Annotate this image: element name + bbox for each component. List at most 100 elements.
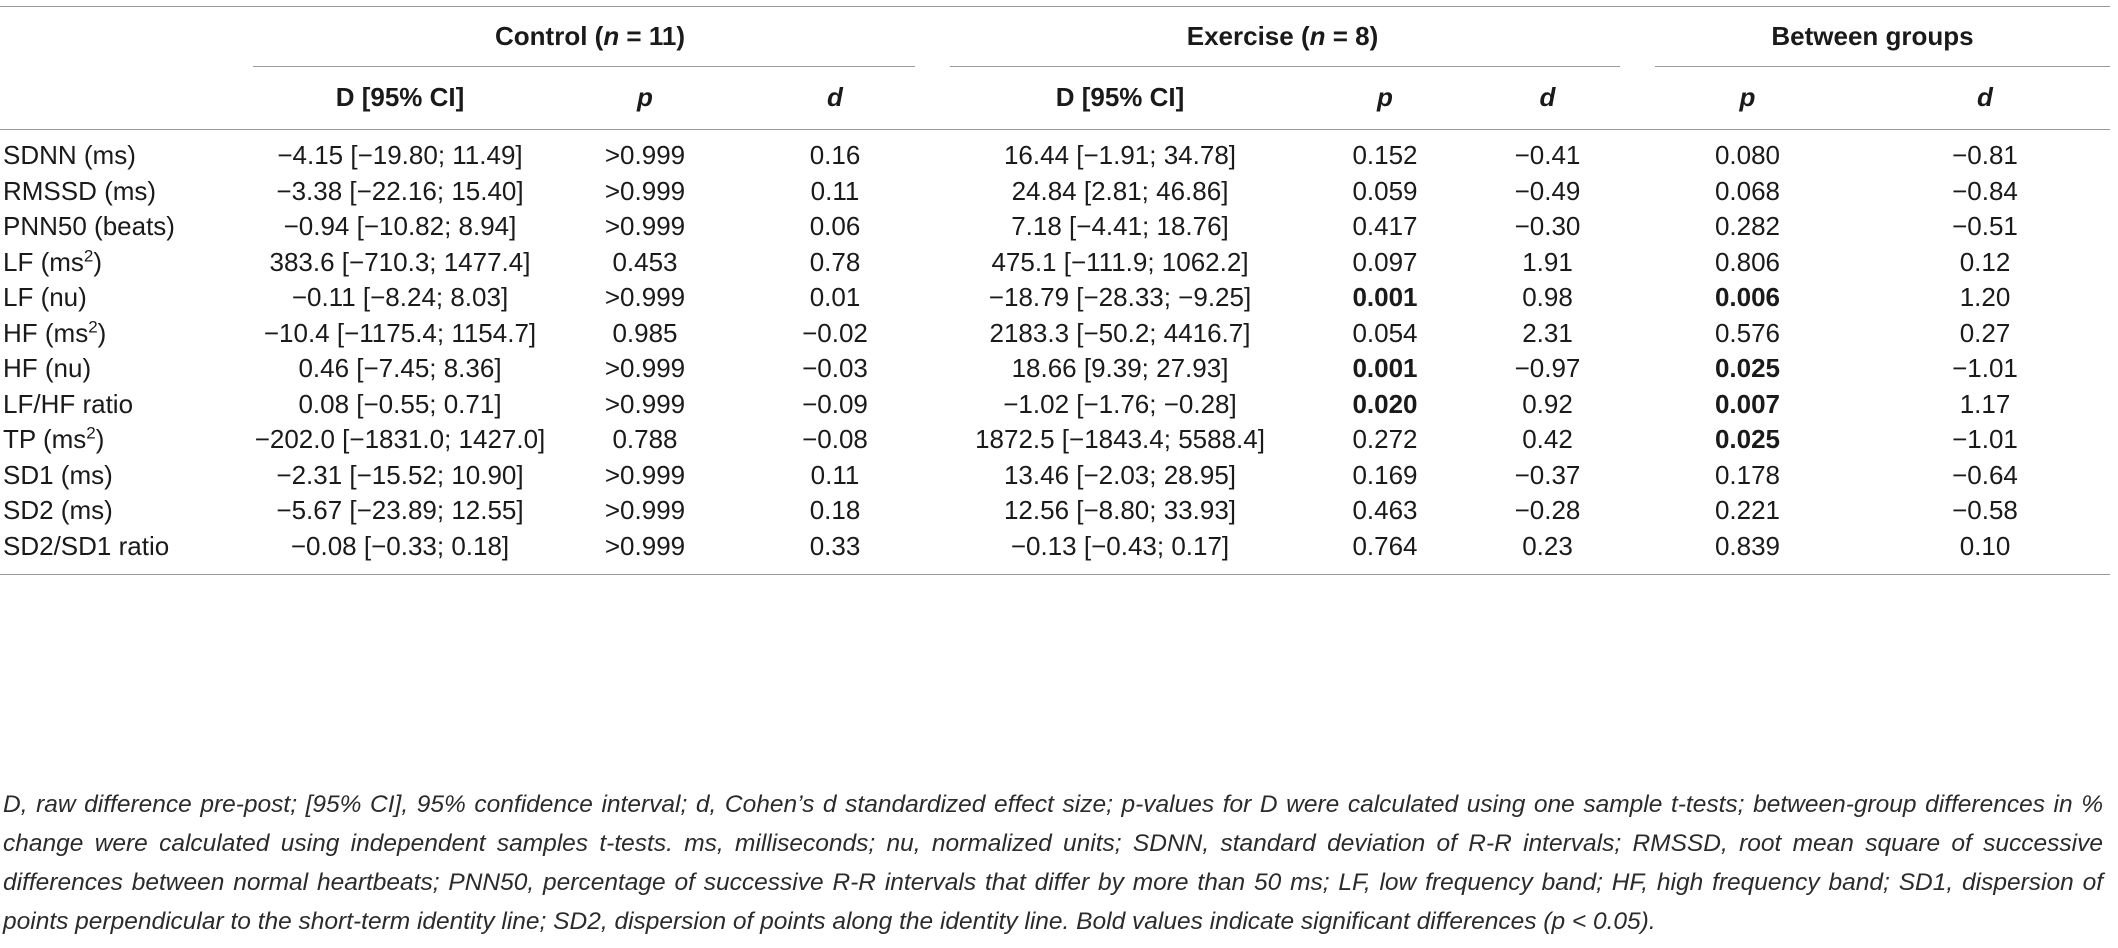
exercise-ci-cell: 7.18 [−4.41; 18.76] [1011,211,1229,242]
table-body: SDNN (ms) −4.15 [−19.80; 11.49] >0.999 0… [0,130,2110,575]
control-p-cell: >0.999 [604,495,686,526]
row-label: SD2/SD1 ratio [3,530,170,561]
exercise-d-cell: 0.23 [1522,530,1573,561]
between-p-cell: 0.080 [1714,140,1781,171]
column-header-exercise-ci: D [95% CI] [1055,81,1185,112]
exercise-ci-cell: 18.66 [9.39; 27.93] [1011,353,1229,384]
between-d-cell: −0.84 [1952,175,2018,206]
exercise-ci-cell: 1872.5 [−1843.4; 5588.4] [975,424,1265,455]
row-label: RMSSD (ms) [3,175,157,206]
exercise-d-cell: −0.30 [1514,211,1581,242]
table-row: LF (ms2) 383.6 [−710.3; 1477.4] 0.453 0.… [0,245,2110,281]
between-p-cell: 0.006 [1714,282,1781,313]
control-d-cell: −0.09 [802,388,868,419]
between-d-cell: −0.51 [1952,211,2018,242]
control-ci-cell: −4.15 [−19.80; 11.49] [277,140,523,171]
column-header-exercise-p: p [1377,81,1393,112]
row-label: SD1 (ms) [3,459,113,490]
control-d-cell: 0.11 [810,175,860,206]
table-row: HF (ms2) −10.4 [−1175.4; 1154.7] 0.985 −… [0,316,2110,352]
exercise-ci-cell: −0.13 [−0.43; 0.17] [1010,530,1230,561]
between-d-cell: −0.64 [1952,459,2018,490]
group-header-exercise: Exercise (n = 8) [930,7,1635,67]
exercise-p-cell: 0.054 [1352,317,1418,348]
exercise-p-cell: 0.463 [1352,495,1418,526]
control-d-cell: 0.18 [809,495,861,526]
control-d-cell: 0.01 [809,282,861,313]
control-p-cell: >0.999 [604,211,686,242]
exercise-p-cell: 0.059 [1352,175,1418,206]
between-p-cell: 0.282 [1714,211,1781,242]
between-d-cell: −1.01 [1952,353,2018,384]
column-header-between-d: d [1977,81,1993,112]
exercise-ci-cell: 16.44 [−1.91; 34.78] [1003,140,1237,171]
exercise-d-cell: −0.49 [1514,175,1581,206]
row-label: SD2 (ms) [3,495,113,526]
control-ci-cell: 0.08 [−0.55; 0.71] [298,388,502,419]
row-label: LF/HF ratio [3,388,134,419]
table-row: LF (nu) −0.11 [−8.24; 8.03] >0.999 0.01 … [0,280,2110,316]
table-row: HF (nu) 0.46 [−7.45; 8.36] >0.999 −0.03 … [0,351,2110,387]
exercise-p-cell: 0.097 [1352,246,1418,277]
group-header-row: Control (n = 11) Exercise (n = 8) Betwee… [0,7,2110,67]
exercise-p-cell: 0.169 [1352,459,1418,490]
exercise-p-cell: 0.020 [1352,388,1418,419]
column-header-between-p: p [1739,81,1756,112]
control-d-cell: 0.11 [810,459,860,490]
between-p-cell: 0.806 [1714,246,1781,277]
between-p-cell: 0.178 [1714,459,1781,490]
table-row: SDNN (ms) −4.15 [−19.80; 11.49] >0.999 0… [0,130,2110,174]
between-p-cell: 0.025 [1714,353,1781,384]
control-p-cell: 0.453 [612,246,678,277]
group-header-control: Control (n = 11) [250,7,930,67]
table-row: LF/HF ratio 0.08 [−0.55; 0.71] >0.999 −0… [0,387,2110,423]
table-row: SD2/SD1 ratio −0.08 [−0.33; 0.18] >0.999… [0,529,2110,575]
between-d-cell: −1.01 [1952,424,2018,455]
between-d-cell: 0.12 [1959,246,2011,277]
exercise-d-cell: −0.28 [1514,495,1581,526]
control-ci-cell: −0.08 [−0.33; 0.18] [290,530,510,561]
between-p-cell: 0.221 [1714,495,1781,526]
exercise-d-cell: 0.42 [1522,424,1573,455]
between-d-cell: 0.27 [1959,317,2011,348]
table-row: RMSSD (ms) −3.38 [−22.16; 15.40] >0.999 … [0,174,2110,210]
control-d-cell: −0.02 [802,317,868,348]
row-label: LF (ms2) [3,246,103,277]
row-label: HF (ms2) [3,317,107,348]
control-d-cell: −0.03 [802,353,868,384]
row-label: HF (nu) [3,353,92,384]
between-p-cell: 0.007 [1714,388,1781,419]
control-d-cell: 0.78 [809,246,861,277]
control-ci-cell: −10.4 [−1175.4; 1154.7] [263,317,537,348]
table-header: Control (n = 11) Exercise (n = 8) Betwee… [0,6,2110,130]
group-header-between: Between groups [1635,7,2110,67]
control-ci-cell: 383.6 [−710.3; 1477.4] [269,246,531,277]
control-ci-cell: −0.11 [−8.24; 8.03] [291,282,509,313]
control-ci-cell: 0.46 [−7.45; 8.36] [298,353,502,384]
column-header-control-p: p [637,81,653,112]
table-row: SD2 (ms) −5.67 [−23.89; 12.55] >0.999 0.… [0,493,2110,529]
control-ci-cell: −0.94 [−10.82; 8.94] [283,211,517,242]
exercise-p-cell: 0.001 [1352,353,1418,384]
exercise-ci-cell: 475.1 [−111.9; 1062.2] [991,246,1249,277]
table-row: PNN50 (beats) −0.94 [−10.82; 8.94] >0.99… [0,209,2110,245]
row-label: LF (nu) [3,282,87,313]
exercise-d-cell: 2.31 [1522,317,1573,348]
between-p-cell: 0.576 [1714,317,1781,348]
control-p-cell: >0.999 [604,530,686,561]
exercise-d-cell: −0.41 [1514,140,1581,171]
exercise-p-cell: 0.764 [1352,530,1418,561]
exercise-p-cell: 0.417 [1352,211,1418,242]
exercise-ci-cell: 12.56 [−8.80; 33.93] [1003,495,1237,526]
control-p-cell: 0.985 [612,317,678,348]
between-p-cell: 0.068 [1714,175,1781,206]
exercise-d-cell: −0.37 [1514,459,1581,490]
column-header-control-d: d [827,81,843,112]
control-d-cell: 0.06 [809,211,861,242]
table-row: SD1 (ms) −2.31 [−15.52; 10.90] >0.999 0.… [0,458,2110,494]
row-label: PNN50 (beats) [3,211,175,242]
control-d-cell: −0.08 [802,424,868,455]
control-p-cell: >0.999 [604,140,686,171]
exercise-ci-cell: 2183.3 [−50.2; 4416.7] [989,317,1251,348]
control-p-cell: 0.788 [612,424,678,455]
